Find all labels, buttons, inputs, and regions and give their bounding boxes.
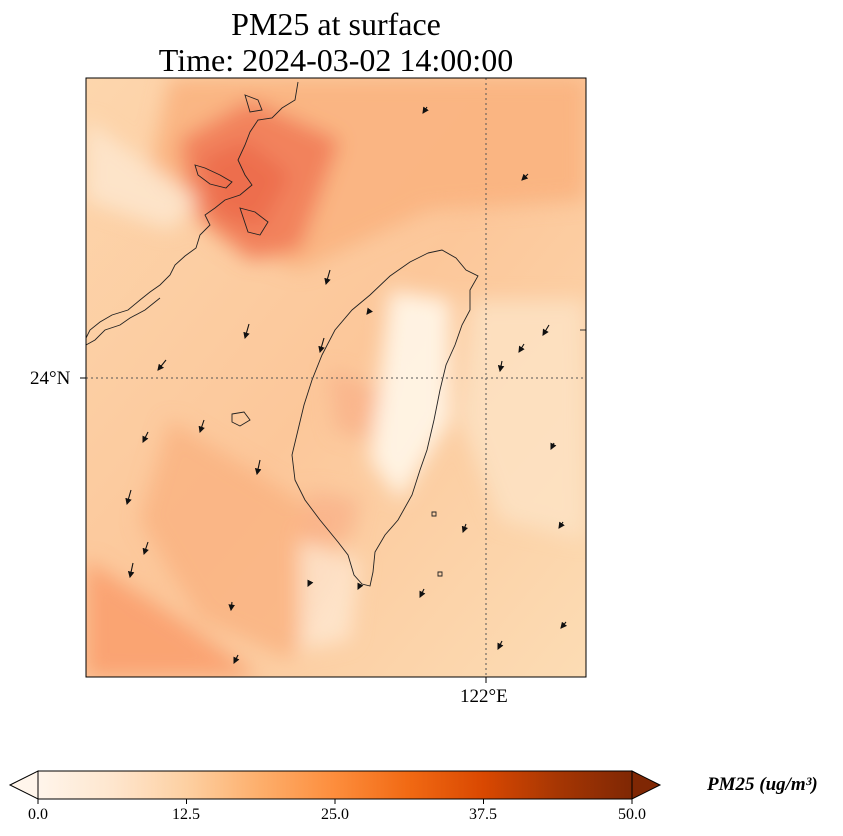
colorbar-tick-label: 25.0 <box>321 806 349 823</box>
wind-arrow <box>142 541 149 556</box>
wind-vectors <box>125 106 568 664</box>
wind-arrow <box>461 523 469 534</box>
colorbar-high-extend <box>631 770 662 800</box>
wind-arrow <box>324 269 331 286</box>
wind-arrow <box>198 419 205 434</box>
wind-arrow <box>318 337 325 354</box>
wind-arrow <box>127 562 135 579</box>
wind-arrow <box>550 442 557 450</box>
wind-arrow <box>254 459 262 476</box>
colorbar-tick-label: 50.0 <box>618 806 646 823</box>
map-title: PM25 at surface <box>231 6 441 42</box>
lat-tick-label: 24°N <box>30 368 71 389</box>
colorbar-tick-label: 0.0 <box>28 806 48 823</box>
colorbar-tick-label: 12.5 <box>172 806 200 823</box>
pm25-field <box>86 78 586 677</box>
wind-arrow <box>497 640 504 650</box>
colorbar <box>8 770 662 804</box>
wind-arrow <box>518 343 525 353</box>
wind-arrow <box>542 324 550 336</box>
colorbar-tick-label: 37.5 <box>469 806 497 823</box>
wind-arrow <box>307 579 314 587</box>
wind-arrow <box>357 582 364 590</box>
wind-arrow <box>157 359 167 371</box>
wind-arrow <box>233 654 240 664</box>
wind-arrow <box>419 588 426 598</box>
wind-arrow <box>366 307 373 315</box>
map-time-subtitle: Time: 2024-03-02 14:00:00 <box>158 42 514 78</box>
wind-arrow <box>422 106 429 114</box>
wind-arrow <box>243 323 250 340</box>
wind-arrow <box>228 601 235 612</box>
colorbar-low-extend <box>8 770 39 800</box>
wind-arrow <box>558 521 565 529</box>
wind-arrow <box>497 360 505 373</box>
wind-arrow <box>560 621 568 629</box>
lon-tick-label: 122°E <box>460 686 508 707</box>
wind-arrow <box>125 489 132 506</box>
wind-arrow <box>521 173 529 181</box>
wind-arrow <box>142 431 149 443</box>
coastline <box>86 81 586 587</box>
colorbar-gradient <box>37 770 633 800</box>
colorbar-label: PM25 (ug/m³) <box>707 774 818 795</box>
